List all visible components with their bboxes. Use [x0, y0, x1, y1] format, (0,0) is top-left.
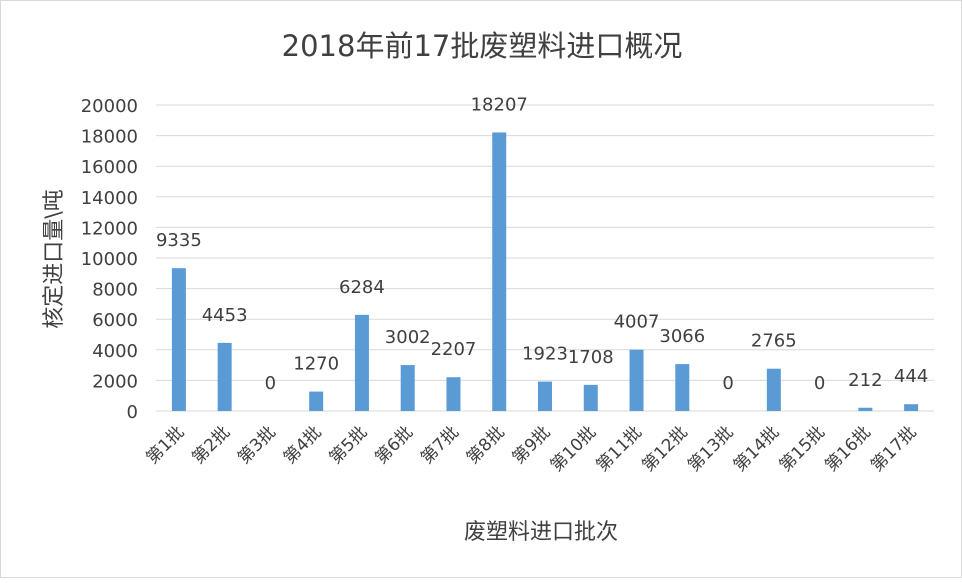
data-label: 2207: [431, 339, 477, 360]
x-tick-label: 第4批: [280, 422, 326, 468]
data-label: 4453: [202, 305, 248, 326]
x-tick-label: 第10批: [547, 422, 600, 475]
data-label: 444: [894, 366, 928, 387]
x-tick-label: 第17批: [867, 422, 920, 475]
data-label: 0: [265, 373, 276, 394]
y-tick-label: 18000: [81, 127, 138, 148]
bar: [766, 368, 781, 411]
data-label: 1270: [293, 354, 339, 375]
x-tick-label: 第13批: [684, 422, 737, 475]
x-tick-label: 第12批: [638, 422, 691, 475]
chart-title: 2018年前17批废塑料进口概况: [282, 29, 683, 63]
bar: [446, 377, 461, 411]
data-label: 4007: [614, 312, 660, 333]
data-label: 0: [722, 373, 733, 394]
x-axis-label: 废塑料进口批次: [464, 520, 618, 545]
data-label: 18207: [471, 94, 528, 115]
y-axis-label: 核定进口量\吨: [42, 189, 67, 328]
x-tick-label: 第16批: [821, 422, 874, 475]
data-label: 2765: [751, 331, 797, 352]
data-label: 1708: [568, 347, 614, 368]
data-label: 3066: [659, 326, 705, 347]
y-tick-label: 20000: [81, 96, 138, 117]
y-tick-label: 6000: [92, 310, 138, 331]
bar: [171, 268, 186, 411]
y-tick-label: 12000: [81, 218, 138, 239]
bar: [354, 314, 369, 411]
x-tick-label: 第15批: [776, 422, 829, 475]
bar: [217, 342, 232, 411]
bar: [538, 381, 552, 411]
data-label: 0: [814, 373, 825, 394]
bar: [858, 407, 873, 411]
x-tick-label: 第3批: [234, 422, 280, 468]
y-tick-label: 14000: [81, 188, 138, 209]
x-tick-label: 第2批: [188, 422, 234, 468]
x-tick-label: 第6批: [371, 422, 417, 468]
y-tick-label: 0: [127, 402, 138, 423]
x-tick-label: 第8批: [463, 422, 509, 468]
bar: [583, 384, 598, 411]
y-tick-label: 4000: [92, 341, 138, 362]
data-label: 1923: [522, 344, 568, 365]
y-tick-label: 8000: [92, 280, 138, 301]
bar: [629, 349, 644, 411]
bar: [309, 391, 324, 411]
y-tick-label: 10000: [81, 249, 138, 270]
data-label: 9335: [156, 230, 202, 251]
bar: [400, 365, 415, 411]
x-tick-label: 第5批: [326, 422, 372, 468]
data-label: 6284: [339, 277, 385, 298]
bar: [675, 364, 690, 411]
y-tick-label: 16000: [81, 157, 138, 178]
x-tick-label: 第11批: [593, 422, 646, 475]
y-tick-label: 2000: [92, 371, 138, 392]
data-label: 3002: [385, 327, 431, 348]
x-tick-label: 第7批: [417, 422, 463, 468]
bar: [492, 132, 507, 411]
x-tick-label: 第14批: [730, 422, 783, 475]
data-label: 212: [848, 370, 882, 391]
x-tick-label: 第1批: [143, 422, 189, 468]
bar: [904, 404, 919, 411]
